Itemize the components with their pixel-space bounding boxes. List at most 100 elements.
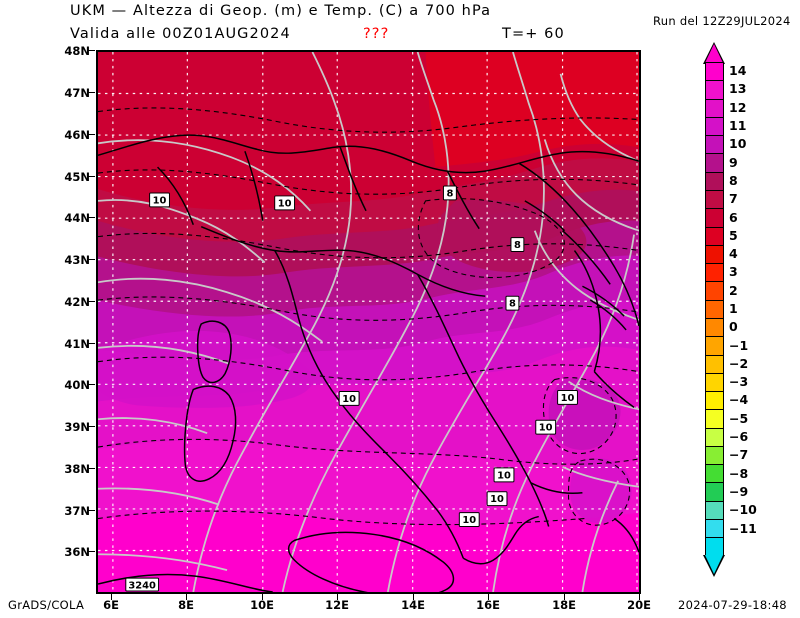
contour-label: 8 <box>442 185 457 201</box>
page-title: UKM — Altezza di Geop. (m) e Temp. (C) a… <box>70 3 492 19</box>
lat-label-47n: 47N <box>64 86 90 100</box>
colorbar-cell <box>706 136 723 155</box>
contour-label: 10 <box>535 419 557 435</box>
colorbar-tick-label: 0 <box>729 319 738 335</box>
colorbar-tick-label: −6 <box>729 429 749 445</box>
svg-text:10: 10 <box>278 198 292 209</box>
svg-text:10: 10 <box>539 423 553 434</box>
valid-time-label: Valida alle 00Z01AUG2024 <box>70 26 291 42</box>
colorbar-cell <box>706 538 723 557</box>
colorbar-cell <box>706 520 723 539</box>
colorbar-cell <box>706 154 723 173</box>
lat-tick-45n <box>88 176 95 177</box>
colorbar-cell <box>706 337 723 356</box>
contour-label: 10 <box>493 467 515 483</box>
colorbar-tick-label: 8 <box>729 172 738 188</box>
forecast-hour-label: T=+ 60 <box>502 26 565 42</box>
colorbar-arrow-top <box>705 44 723 63</box>
contour-label: 8 <box>505 295 520 311</box>
colorbar[interactable] <box>705 62 724 557</box>
lat-label-44n: 44N <box>64 211 90 225</box>
colorbar-cell <box>706 501 723 521</box>
render-timestamp: 2024-07-29-18:48 <box>678 598 787 612</box>
colorbar-tick-label: −11 <box>729 520 757 536</box>
lat-label-41n: 41N <box>64 337 90 351</box>
colorbar-cell <box>706 117 723 137</box>
svg-text:8: 8 <box>514 240 521 251</box>
colorbar-tick-label: 1 <box>729 301 738 316</box>
svg-text:10: 10 <box>342 394 356 405</box>
lat-label-46n: 46N <box>64 128 90 142</box>
lat-tick-42n <box>88 301 95 302</box>
colorbar-tick-label: 9 <box>729 154 738 170</box>
model-run-label: Run del 12Z29JUL2024 <box>653 14 791 28</box>
colorbar-tick-label: 10 <box>729 136 747 152</box>
colorbar-cell <box>706 428 723 447</box>
temperature-field: 10 10 8 8 8 10 10 10 10 10 10 3240 <box>98 52 639 592</box>
lat-tick-44n <box>88 217 95 218</box>
contour-label-group: 10 10 8 8 8 10 10 10 10 10 10 3240 <box>125 185 578 592</box>
lat-tick-43n <box>88 259 95 260</box>
lon-label-16e: 16E <box>476 598 500 612</box>
svg-text:10: 10 <box>497 470 511 481</box>
svg-text:10: 10 <box>561 393 575 404</box>
contour-label: 3240 <box>125 577 160 592</box>
colorbar-tick-label: 13 <box>729 81 747 97</box>
colorbar-cell <box>706 264 723 283</box>
lon-tick-12e <box>337 594 338 600</box>
colorbar-cell <box>706 446 723 466</box>
colorbar-tick-label: −9 <box>729 483 749 499</box>
lat-label-37n: 37N <box>64 504 90 518</box>
coastlines <box>98 134 639 592</box>
lon-tick-20e <box>639 594 640 600</box>
unknown-marker: ??? <box>363 26 390 42</box>
colorbar-tick-label: −7 <box>729 447 749 463</box>
colorbar-tick-label: 7 <box>729 191 738 207</box>
colorbar-tick-label: 3 <box>729 264 738 280</box>
colorbar-tick-label: −5 <box>729 410 749 426</box>
contour-label: 10 <box>486 491 508 507</box>
contour-label: 10 <box>557 389 578 405</box>
contour-label: 10 <box>149 192 170 208</box>
lat-label-36n: 36N <box>64 545 90 559</box>
contour-label: 10 <box>338 390 360 406</box>
lat-tick-37n <box>88 510 95 511</box>
colorbar-cell <box>706 172 723 191</box>
svg-text:3240: 3240 <box>128 581 156 592</box>
colorbar-cell <box>706 300 723 319</box>
contour-label: 8 <box>510 237 525 253</box>
lon-tick-6e <box>111 594 112 600</box>
lat-tick-36n <box>88 551 95 552</box>
colorbar-cell <box>706 282 723 301</box>
colorbar-tick-label: −4 <box>729 392 749 408</box>
lon-label-14e: 14E <box>401 598 425 612</box>
svg-text:10: 10 <box>462 515 476 526</box>
lat-tick-46n <box>88 134 95 135</box>
lat-tick-48n <box>88 50 95 51</box>
lon-label-12e: 12E <box>325 598 349 612</box>
lat-label-48n: 48N <box>64 44 90 58</box>
map-plot-area: 10 10 8 8 8 10 10 10 10 10 10 3240 <box>96 50 641 594</box>
lat-tick-40n <box>88 384 95 385</box>
colorbar-cell <box>706 99 723 118</box>
colorbar-tick-label: 14 <box>729 63 747 79</box>
colorbar-cell <box>706 373 723 393</box>
lat-tick-41n <box>88 343 95 344</box>
colorbar-cell <box>706 410 723 429</box>
colorbar-cell <box>706 190 723 210</box>
svg-text:8: 8 <box>509 299 516 310</box>
lat-label-39n: 39N <box>64 420 90 434</box>
colorbar-tick-label: 2 <box>729 282 738 298</box>
lat-label-40n: 40N <box>64 378 90 392</box>
contour-label: 10 <box>458 512 480 527</box>
lat-tick-38n <box>88 468 95 469</box>
colorbar-tick-label: 12 <box>729 99 747 115</box>
colorbar-tick-label: 11 <box>729 118 747 134</box>
colorbar-cell <box>706 227 723 246</box>
lon-tick-10e <box>262 594 263 600</box>
colorbar-cell <box>706 355 723 374</box>
lon-label-20e: 20E <box>627 598 651 612</box>
lon-label-8e: 8E <box>178 598 194 612</box>
lon-label-6e: 6E <box>103 598 119 612</box>
